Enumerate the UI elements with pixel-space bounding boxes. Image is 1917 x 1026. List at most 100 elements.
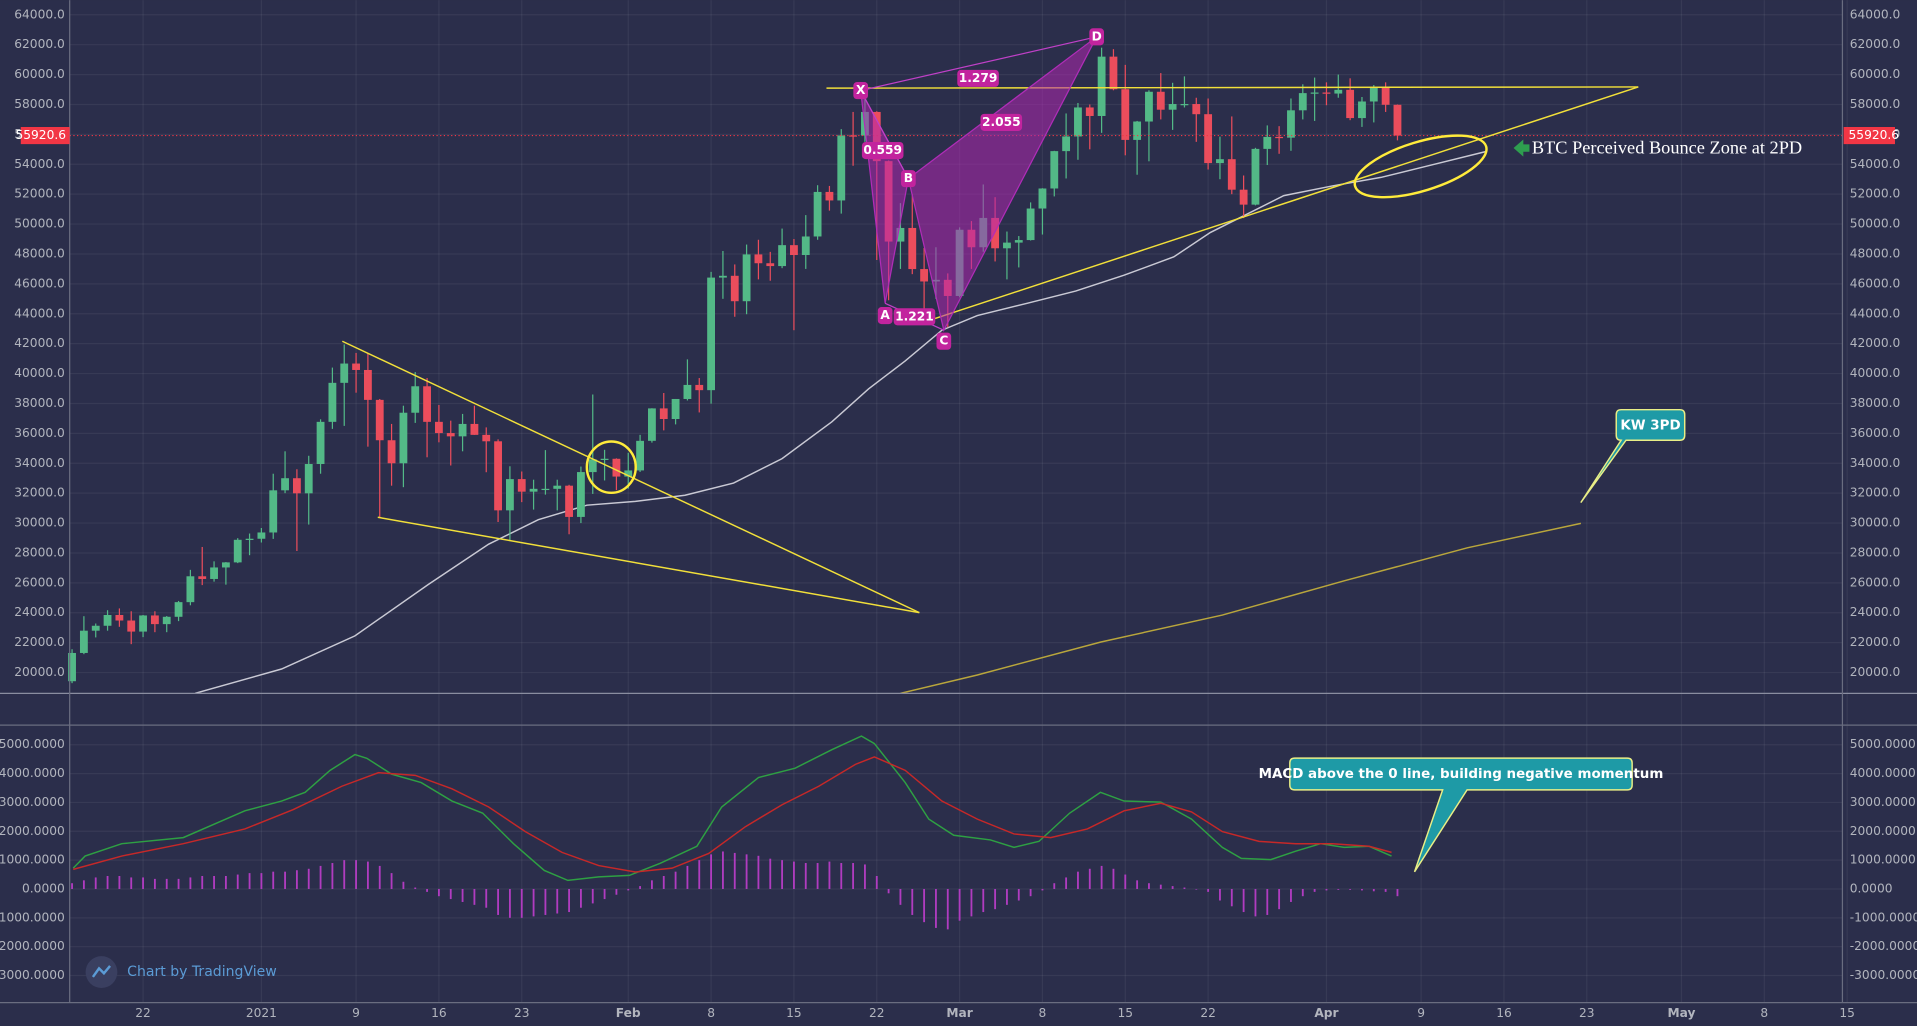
candle-body [754,254,763,264]
histogram-bar [745,854,748,889]
ratio-label: 2.055 [982,115,1021,129]
y-tick-label: 48000.0 [14,246,65,260]
histogram-bar [295,870,298,889]
y-tick-label: 64000.0 [1850,7,1901,21]
y-tick-label: 48000.0 [1850,246,1901,260]
tag-box [861,141,904,160]
highlight-ellipse [1353,134,1488,199]
candle-body [281,478,289,491]
candle-body [1097,56,1106,116]
histogram-bar [1065,877,1068,889]
candle-body [1310,92,1319,94]
histogram-bar [1325,888,1328,891]
histogram-bar [497,888,499,915]
candle-body [1121,89,1130,140]
candle-body [411,386,420,413]
histogram-bar [662,875,665,889]
pattern-label: X [856,83,866,97]
y-tick-label: 50000.0 [14,217,65,231]
y-tick-label: 58000.0 [14,97,65,111]
histogram-bar [615,888,618,895]
histogram-bar [248,873,251,889]
resistance-line [826,86,1639,89]
candle-body [1192,104,1201,115]
histogram-bar [177,878,180,889]
histogram-bar [1254,888,1257,917]
candle-body [387,440,396,464]
y-tick-label: 34000.0 [14,456,65,470]
tradingview-logo-icon [91,965,111,978]
y-tick-label: 34000.0 [1850,456,1901,470]
candle-body [506,479,514,511]
histogram-bar [828,861,831,889]
x-tick-label: 15 [1118,1006,1134,1020]
candle-body [1085,107,1094,116]
histogram-bar [343,860,346,889]
histogram-bar [864,864,866,889]
y-tick-label: 44000.0 [14,306,65,320]
y-tick-label: 64000.0 [14,7,65,21]
candle-body [1180,104,1189,106]
y-tick-label: 52000.0 [14,187,65,201]
histogram-bar [899,888,902,905]
candle-body [304,464,313,494]
histogram-bar [875,875,878,889]
indicator-line [900,522,1582,694]
candle-body [742,254,751,302]
histogram-bar [1396,888,1399,897]
y-tick-label: -1000.0000 [0,910,65,924]
y-tick-label: 58000.0 [1850,97,1901,111]
histogram-bar [816,863,819,889]
histogram-bar [591,888,594,904]
histogram-bar [911,888,914,915]
x-tick-label: 2021 [246,1006,277,1020]
histogram-bar [840,863,843,889]
y-tick-label: 46000.0 [1850,276,1901,290]
histogram-bar [1183,887,1186,889]
x-tick-label: 23 [1579,1006,1595,1020]
histogram-bar [994,888,997,910]
candle-body [399,412,408,464]
candle-body [529,488,538,492]
histogram-bar [793,861,795,889]
candle-body [1204,114,1213,164]
histogram-bar [118,875,121,889]
candle-body [920,269,929,282]
candle-body [103,614,112,626]
highlight-circle [585,440,637,495]
candle-body [908,227,917,270]
candle-body [730,275,739,302]
y-tick-label: 32000.0 [14,486,65,500]
candle-body [648,408,656,441]
candle-body [1227,159,1236,190]
candle-body [1038,188,1047,209]
tag-box [980,113,1023,131]
candle-body [588,459,597,473]
candle-body [1369,87,1378,102]
histogram-bar [982,888,985,913]
candle-body [446,433,455,437]
candle-body [186,576,195,603]
y-tick-label: 22000.0 [14,635,65,649]
histogram-bar [520,888,523,918]
candle-body [328,382,337,422]
histogram-bar [414,887,417,889]
histogram-bar [378,865,381,889]
y-tick-label: 40000.0 [14,366,65,380]
drawings: BTC Perceived Bounce Zone at 2PD KW 3PD … [85,28,1802,988]
price-label: 55920.6 [1849,128,1900,142]
y-tick-label: 36000.0 [14,426,65,440]
indicator-line [194,151,1486,694]
histogram-bar [213,875,215,889]
candle-body [1263,136,1272,149]
y-tick-label: -3000.0000 [1850,968,1917,982]
tag-box [853,82,869,100]
candle-body [210,567,218,579]
candle-body [91,625,100,631]
y-tick-label: 42000.0 [1850,336,1901,350]
tag-box [877,306,893,325]
x-tick-label: 22 [1200,1006,1216,1020]
watermark[interactable]: Chart by TradingView [127,964,277,980]
candle-body [778,245,787,267]
callout-text: MACD above the 0 line, building negative… [1259,767,1664,782]
